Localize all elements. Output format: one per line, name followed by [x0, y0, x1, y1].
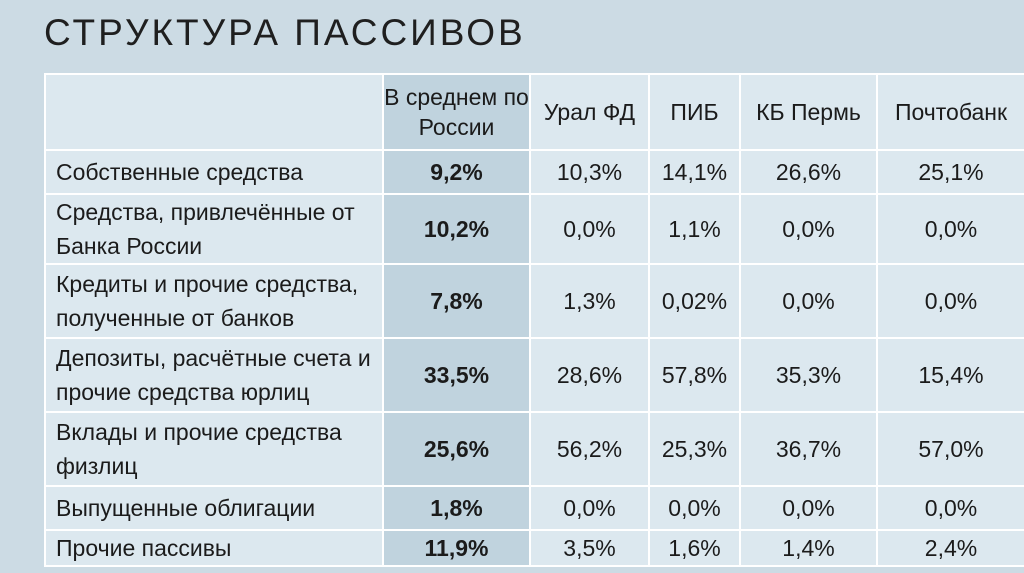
cell-russia-average: 1,8%: [382, 485, 531, 531]
cell-russia-average: 7,8%: [382, 263, 531, 339]
cell-value: 25,1%: [876, 149, 1024, 195]
cell-value: 26,6%: [739, 149, 878, 195]
cell-value: 57,0%: [876, 411, 1024, 487]
liabilities-table: В среднем по России Урал ФД ПИБ КБ Пермь…: [44, 73, 1024, 567]
cell-value: 10,3%: [529, 149, 650, 195]
cell-value: 36,7%: [739, 411, 878, 487]
row-label: Средства, привлечённые от Банка России: [44, 193, 384, 265]
cell-russia-average: 9,2%: [382, 149, 531, 195]
table-row: Собственные средства 9,2% 10,3% 14,1% 26,6% 2…: [44, 149, 1024, 195]
table-row: Вклады и прочие средства физлиц 25,6% 56,2…: [44, 411, 1024, 487]
cell-russia-average: 25,6%: [382, 411, 531, 487]
cell-value: 1,3%: [529, 263, 650, 339]
cell-value: 2,4%: [876, 529, 1024, 567]
row-label: Собственные средства: [44, 149, 384, 195]
header-empty: [44, 73, 384, 151]
table-row: Прочие пассивы 11,9% 3,5% 1,6% 1,4% 2,4%: [44, 529, 1024, 567]
cell-value: 1,6%: [648, 529, 741, 567]
cell-value: 14,1%: [648, 149, 741, 195]
header-pochtobank: Почтобанк: [876, 73, 1024, 151]
header-pib: ПИБ: [648, 73, 741, 151]
cell-value: 28,6%: [529, 337, 650, 413]
row-label: Прочие пассивы: [44, 529, 384, 567]
cell-value: 0,0%: [739, 193, 878, 265]
cell-value: 0,0%: [529, 193, 650, 265]
cell-russia-average: 33,5%: [382, 337, 531, 413]
cell-value: 0,0%: [876, 485, 1024, 531]
row-label: Вклады и прочие средства физлиц: [44, 411, 384, 487]
cell-value: 0,0%: [876, 263, 1024, 339]
row-label: Депозиты, расчётные счета и прочие средс…: [44, 337, 384, 413]
cell-value: 57,8%: [648, 337, 741, 413]
cell-value: 56,2%: [529, 411, 650, 487]
row-label: Кредиты и прочие средства, полученные от…: [44, 263, 384, 339]
header-russia-average: В среднем по России: [382, 73, 531, 151]
table-row: Депозиты, расчётные счета и прочие средс…: [44, 337, 1024, 413]
table-row: Средства, привлечённые от Банка России 10…: [44, 193, 1024, 265]
cell-russia-average: 10,2%: [382, 193, 531, 265]
cell-value: 3,5%: [529, 529, 650, 567]
page-title: СТРУКТУРА ПАССИВОВ: [44, 12, 526, 53]
cell-value: 1,4%: [739, 529, 878, 567]
cell-value: 0,0%: [648, 485, 741, 531]
cell-value: 15,4%: [876, 337, 1024, 413]
cell-russia-average: 11,9%: [382, 529, 531, 567]
table-header-row: В среднем по России Урал ФД ПИБ КБ Пермь…: [44, 73, 1024, 151]
table-row: Выпущенные облигации 1,8% 0,0% 0,0% 0,0% 0,0%: [44, 485, 1024, 531]
cell-value: 0,0%: [739, 485, 878, 531]
header-ural-fd: Урал ФД: [529, 73, 650, 151]
cell-value: 1,1%: [648, 193, 741, 265]
table-row: Кредиты и прочие средства, полученные от…: [44, 263, 1024, 339]
header-kb-perm: КБ Пермь: [739, 73, 878, 151]
cell-value: 0,0%: [739, 263, 878, 339]
cell-value: 0,02%: [648, 263, 741, 339]
cell-value: 0,0%: [529, 485, 650, 531]
cell-value: 35,3%: [739, 337, 878, 413]
row-label: Выпущенные облигации: [44, 485, 384, 531]
cell-value: 25,3%: [648, 411, 741, 487]
cell-value: 0,0%: [876, 193, 1024, 265]
